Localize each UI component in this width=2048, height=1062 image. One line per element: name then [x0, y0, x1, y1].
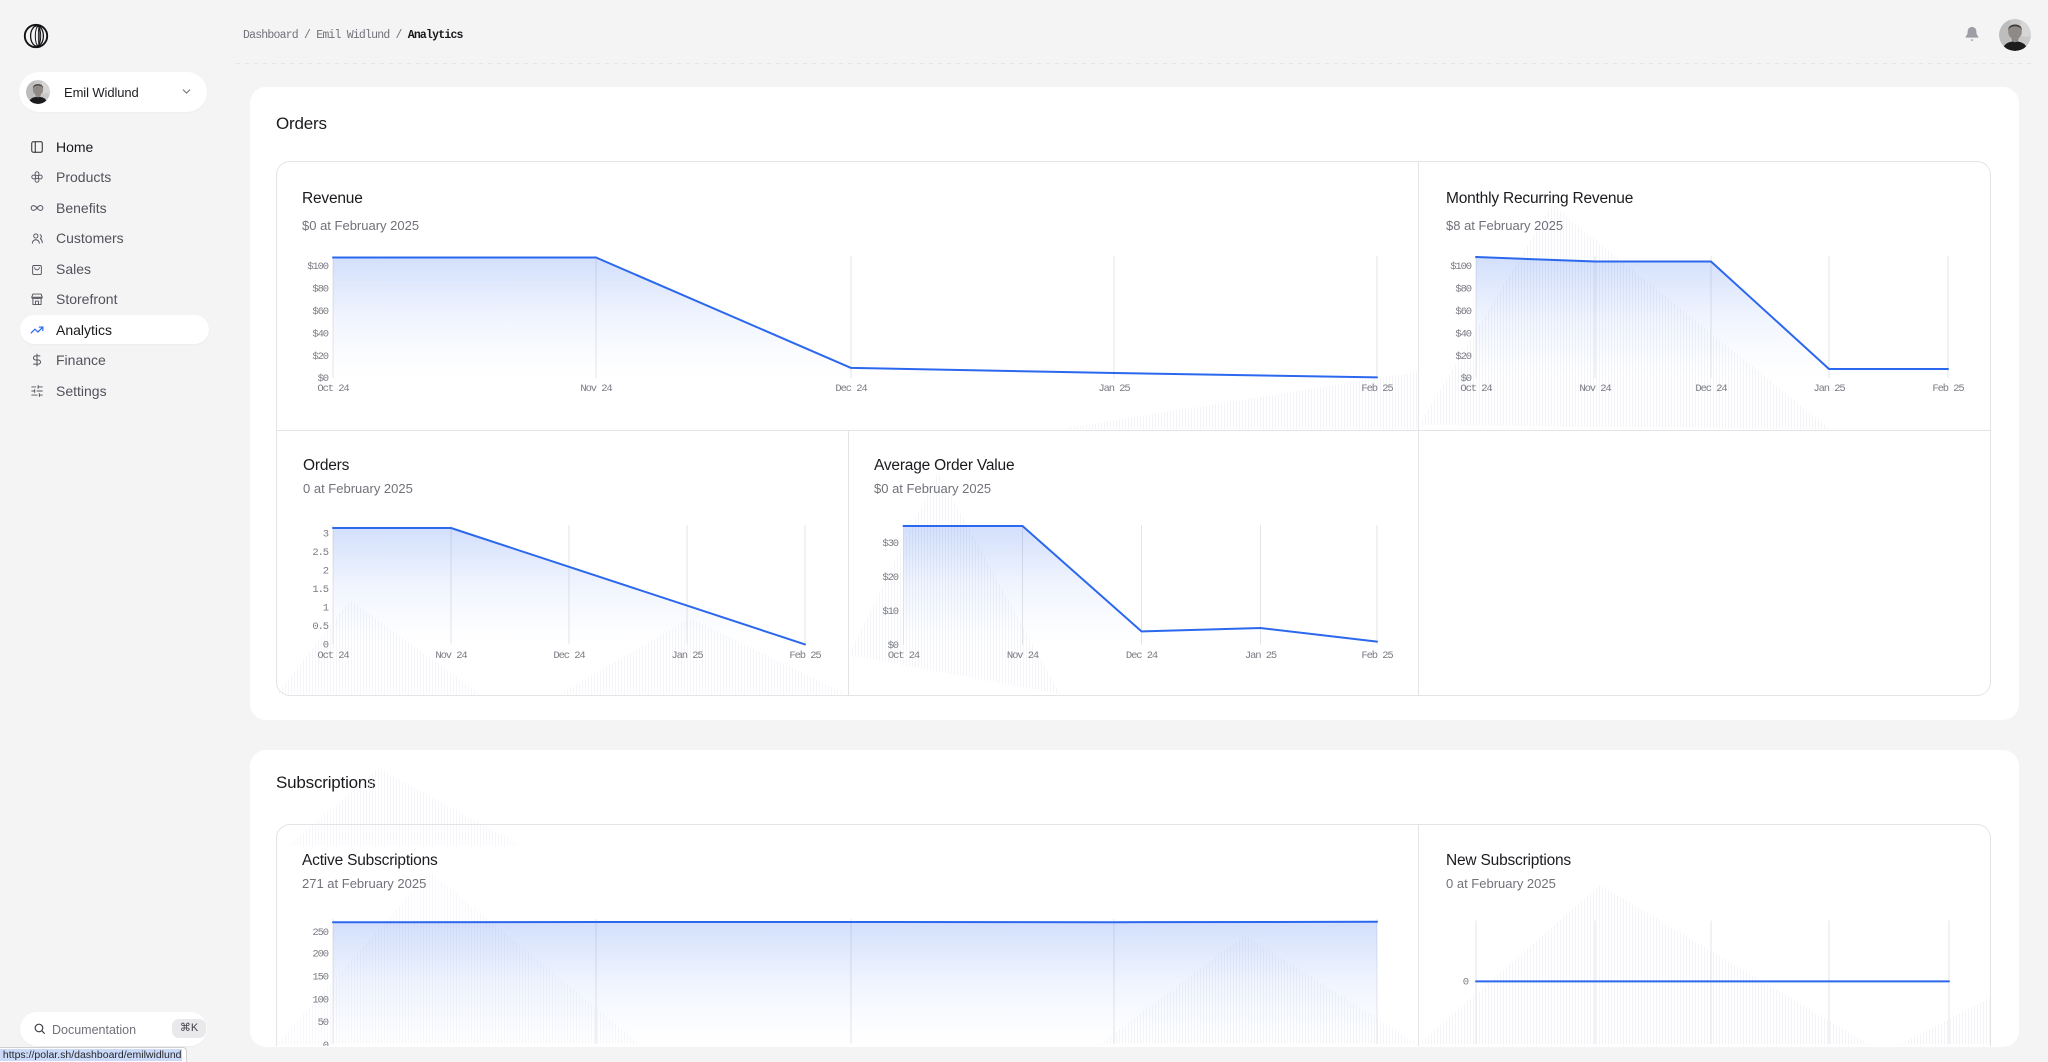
svg-text:250: 250 [312, 927, 328, 939]
svg-text:150: 150 [312, 972, 328, 984]
svg-text:$60: $60 [1455, 306, 1471, 318]
svg-text:Oct 24: Oct 24 [888, 650, 920, 662]
svg-text:Oct 24: Oct 24 [317, 383, 349, 395]
svg-text:0: 0 [323, 640, 329, 652]
svg-text:$60: $60 [312, 306, 328, 318]
svg-text:$20: $20 [882, 572, 898, 584]
svg-text:Nov 24: Nov 24 [580, 383, 612, 395]
svg-text:0.5: 0.5 [312, 621, 328, 633]
svg-text:1.5: 1.5 [312, 584, 328, 596]
svg-text:Feb 25: Feb 25 [1361, 383, 1393, 395]
svg-text:$40: $40 [1455, 329, 1471, 341]
svg-text:$100: $100 [1450, 261, 1472, 273]
svg-text:Jan 25: Jan 25 [1098, 383, 1130, 395]
svg-text:Oct 24: Oct 24 [317, 650, 349, 662]
svg-text:2: 2 [323, 565, 329, 577]
svg-text:100: 100 [312, 994, 328, 1006]
svg-text:$10: $10 [882, 606, 898, 618]
svg-text:Nov 24: Nov 24 [1007, 650, 1039, 662]
svg-text:Nov 24: Nov 24 [435, 650, 467, 662]
svg-text:Feb 25: Feb 25 [789, 650, 821, 662]
svg-text:Dec 24: Dec 24 [835, 383, 867, 395]
svg-text:0: 0 [1463, 977, 1469, 989]
svg-text:Feb 25: Feb 25 [1361, 650, 1393, 662]
svg-text:$0: $0 [888, 640, 899, 652]
svg-text:Feb 25: Feb 25 [1932, 383, 1964, 395]
svg-text:1: 1 [323, 603, 329, 615]
svg-text:Oct 24: Oct 24 [1460, 383, 1492, 395]
svg-text:Jan 25: Jan 25 [1813, 383, 1845, 395]
svg-text:0: 0 [323, 1040, 329, 1046]
svg-text:2.5: 2.5 [312, 547, 328, 559]
svg-text:$20: $20 [312, 351, 328, 363]
svg-text:Dec 24: Dec 24 [1695, 383, 1727, 395]
svg-text:Jan 25: Jan 25 [671, 650, 703, 662]
svg-text:Jan 25: Jan 25 [1245, 650, 1277, 662]
svg-text:Dec 24: Dec 24 [1126, 650, 1158, 662]
svg-text:$40: $40 [312, 329, 328, 341]
svg-text:$0: $0 [1461, 373, 1472, 385]
svg-text:$80: $80 [312, 284, 328, 296]
svg-text:Nov 24: Nov 24 [1579, 383, 1611, 395]
svg-text:50: 50 [318, 1017, 329, 1029]
svg-text:$0: $0 [318, 373, 329, 385]
svg-text:$30: $30 [882, 538, 898, 550]
svg-text:3: 3 [323, 528, 329, 540]
svg-text:$20: $20 [1455, 351, 1471, 363]
svg-text:$80: $80 [1455, 284, 1471, 296]
svg-text:200: 200 [312, 949, 328, 961]
svg-text:$100: $100 [307, 261, 329, 273]
svg-text:Dec 24: Dec 24 [553, 650, 585, 662]
